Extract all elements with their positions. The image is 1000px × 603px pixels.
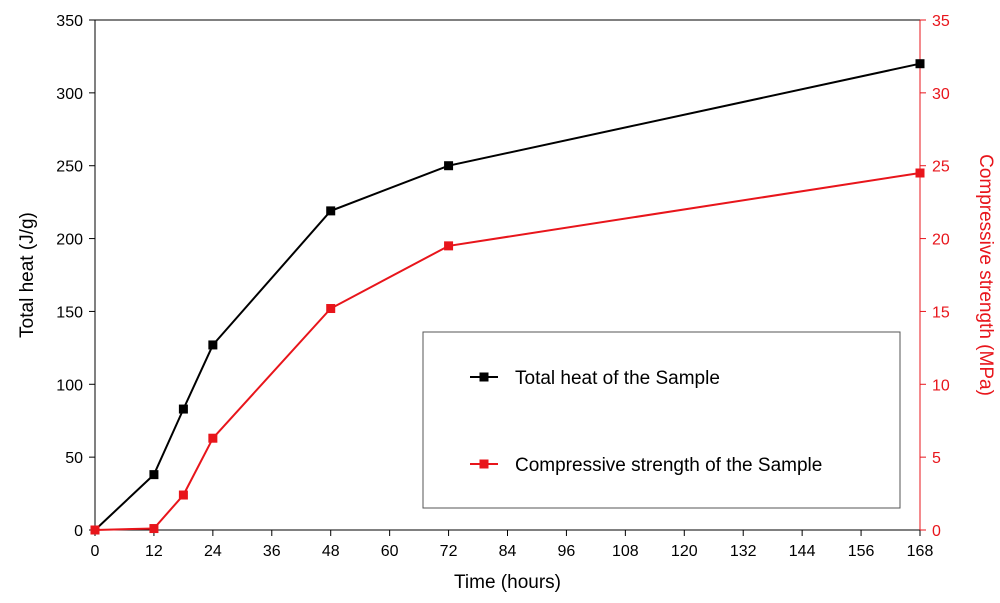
- x-tick-label: 108: [612, 543, 639, 560]
- series-0-marker: [208, 340, 218, 350]
- y-axis-title: Total heat (J/g): [17, 212, 38, 338]
- x-axis: 0 12 24 36 48 60 72 84 96 108 120 132 144 156 168: [91, 530, 934, 560]
- series-0-marker: [915, 59, 925, 69]
- y2-tick-label: 30: [932, 86, 950, 103]
- legend-label-0: Total heat of the Sample: [515, 368, 720, 389]
- legend-label-1: Compressive strength of the Sample: [515, 455, 822, 476]
- y2-tick-label: 15: [932, 304, 950, 321]
- series-1-marker: [208, 433, 218, 443]
- series-0-marker: [149, 470, 159, 480]
- y-tick-label: 0: [74, 523, 83, 540]
- x-tick-label: 132: [730, 543, 757, 560]
- series-0-marker: [326, 206, 336, 216]
- y2-axis-title: Compressive strength (MPa): [975, 154, 996, 396]
- y2-tick-label: 25: [932, 159, 950, 176]
- y2-tick-label: 0: [932, 523, 941, 540]
- y2-tick-label: 10: [932, 377, 950, 394]
- series-0-marker: [178, 404, 188, 414]
- x-axis-title: Time (hours): [454, 572, 561, 593]
- legend-marker-1: [479, 459, 489, 469]
- x-tick-label: 36: [263, 543, 281, 560]
- y-tick-label: 200: [56, 232, 83, 249]
- legend-box: [422, 331, 901, 509]
- series-1-marker: [444, 241, 454, 251]
- x-tick-label: 120: [671, 543, 698, 560]
- x-tick-label: 12: [145, 543, 163, 560]
- x-tick-label: 24: [204, 543, 222, 560]
- x-tick-label: 156: [848, 543, 875, 560]
- y-axis-right: 0 5 10 15 20 25 30 35: [920, 13, 950, 540]
- x-tick-label: 84: [499, 543, 517, 560]
- y-tick-label: 150: [56, 304, 83, 321]
- series-1-marker: [90, 525, 100, 535]
- x-tick-label: 96: [558, 543, 576, 560]
- series-1-marker: [178, 490, 188, 500]
- x-tick-label: 144: [789, 543, 816, 560]
- series-0-marker: [444, 161, 454, 171]
- y-tick-label: 300: [56, 86, 83, 103]
- series-1-marker: [326, 304, 336, 314]
- x-tick-label: 168: [907, 543, 934, 560]
- y2-tick-label: 5: [932, 450, 941, 467]
- y-tick-label: 350: [56, 13, 83, 30]
- y2-tick-label: 35: [932, 13, 950, 30]
- series-1-marker: [149, 524, 159, 534]
- legend: Total heat of the Sample Compressive stre…: [422, 331, 901, 509]
- x-tick-label: 48: [322, 543, 340, 560]
- y-tick-label: 50: [65, 450, 83, 467]
- y-tick-label: 100: [56, 377, 83, 394]
- legend-marker-0: [479, 372, 489, 382]
- y-tick-label: 250: [56, 159, 83, 176]
- series-1-marker: [915, 168, 925, 178]
- x-tick-label: 60: [381, 543, 399, 560]
- x-tick-label: 0: [91, 543, 100, 560]
- series-layer: [90, 59, 925, 535]
- x-tick-label: 72: [440, 543, 458, 560]
- y2-tick-label: 20: [932, 232, 950, 249]
- y-axis-left: 0 50 100 150 200 250 300 350: [56, 13, 95, 540]
